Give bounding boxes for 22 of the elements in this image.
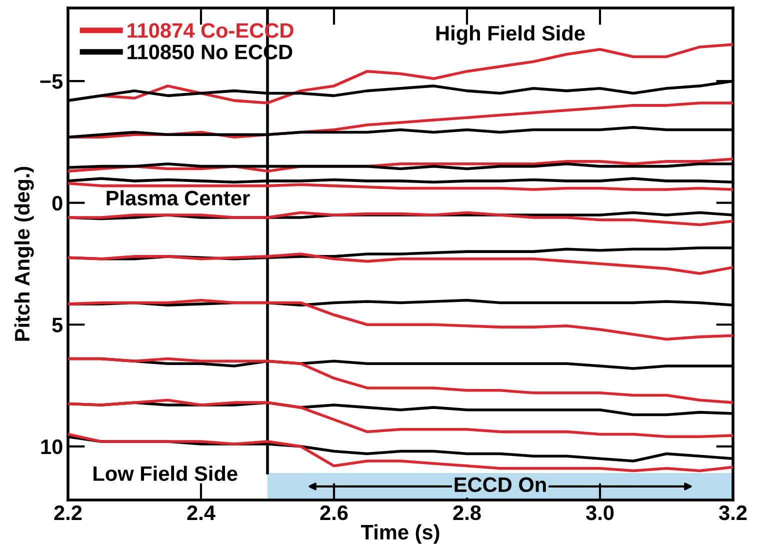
- band-label: ECCD On: [454, 477, 546, 492]
- line-series: [68, 298, 733, 341]
- x-axis-title: Time (s): [360, 524, 440, 544]
- x-tick-label: 2.8: [453, 505, 481, 520]
- line-series: [68, 357, 733, 404]
- y-tick-label: 0: [52, 196, 62, 211]
- y-axis-title: Pitch Angle (deg.): [14, 166, 34, 341]
- x-tick-label: 2.2: [54, 505, 82, 520]
- line-series: [68, 398, 733, 438]
- x-tick-label: 3.2: [719, 505, 747, 520]
- line-series: [68, 252, 733, 275]
- annotation: Low Field Side: [94, 466, 238, 481]
- x-tick-label: 3.0: [586, 505, 614, 520]
- x-tick-label: 2.4: [187, 505, 216, 520]
- line-series: [68, 182, 733, 191]
- annotation: High Field Side: [436, 25, 585, 45]
- y-tick-label: 10: [41, 439, 62, 454]
- x-tick-label: 2.6: [320, 505, 348, 520]
- y-tick-label: 5: [52, 318, 63, 332]
- annotation: Plasma Center: [106, 190, 250, 206]
- y-tick-label: −5: [40, 74, 63, 89]
- line-series: [68, 211, 733, 226]
